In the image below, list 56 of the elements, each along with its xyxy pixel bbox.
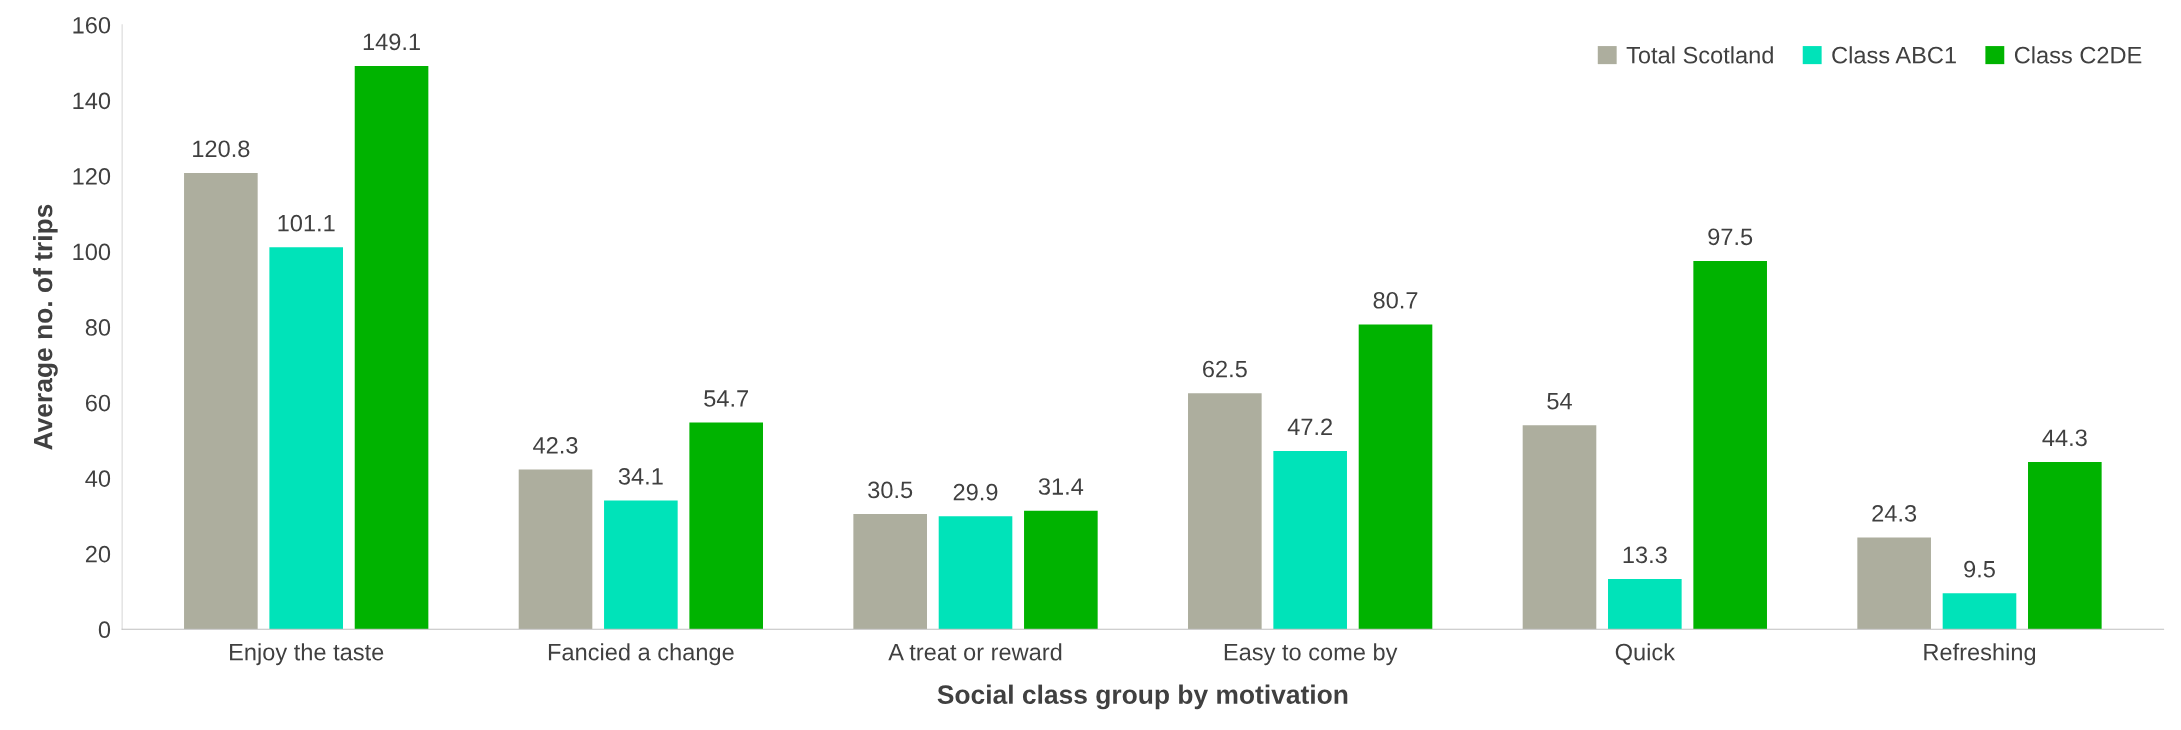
bar [2028,461,2102,630]
bar [354,66,429,630]
bar [1693,260,1767,630]
data-label: 54.7 [704,390,748,407]
y-tick-label: 60 [85,394,111,412]
y-tick-label: 120 [73,168,111,185]
y-tick-label: 140 [73,92,111,110]
y-axis-title: Average no. of trips [33,204,58,450]
data-label: 54 [1547,393,1572,410]
data-label: 44.3 [2042,429,2087,447]
bar [853,514,927,630]
y-tick-label: 40 [85,470,111,487]
data-label: 24.3 [1872,504,1917,522]
data-label: 31.4 [1038,478,1084,495]
bar [1188,393,1262,630]
y-tick-label: 80 [85,319,111,336]
y-tick-label: 100 [73,243,111,261]
data-label: 30.5 [868,481,913,499]
bar [1608,579,1682,630]
y-tick-label: 160 [73,16,111,34]
y-tick-label: 20 [85,545,111,563]
data-label: 80.7 [1373,291,1418,309]
data-label: 62.5 [1203,360,1247,378]
x-tick-label: A treat or reward [888,643,1062,661]
data-label: 149.1 [363,33,420,51]
legend-label: Class C2DE [2014,46,2142,64]
legend-label: Class ABC1 [1832,46,1956,64]
bar [604,500,678,630]
data-label: 29.9 [953,483,998,501]
x-tick-label: Refreshing [1924,643,2036,666]
bar [1942,593,2017,630]
bar [1358,324,1433,630]
x-tick-label: Quick [1615,643,1676,665]
data-label: 42.3 [533,436,578,454]
x-tick-label: Fancied a change [548,643,734,666]
bar [184,172,258,630]
data-label: 9.5 [1964,560,1995,578]
bar [689,422,764,630]
data-label: 101.1 [278,214,335,232]
x-axis-title: Social class group by motivation [937,684,1348,710]
bar [938,516,1013,630]
bar [518,469,593,630]
x-tick-label: Easy to come by [1224,643,1398,666]
y-tick-label: 0 [98,621,111,639]
bar [1024,510,1098,630]
legend-label: Total Scotland [1626,46,1773,64]
data-label: 34.1 [618,467,663,485]
bar [1273,450,1347,630]
data-label: 13.3 [1623,546,1667,564]
bar [269,247,344,630]
bar [1857,537,1931,630]
data-label: 97.5 [1708,228,1753,246]
bar [1522,425,1597,630]
data-label: 120.8 [193,140,250,158]
x-tick-label: Enjoy the taste [230,643,384,666]
data-label: 47.2 [1287,418,1332,435]
